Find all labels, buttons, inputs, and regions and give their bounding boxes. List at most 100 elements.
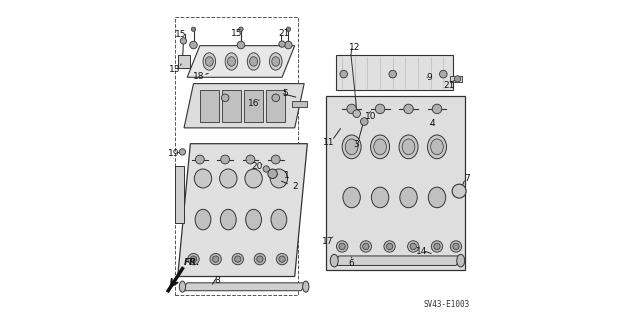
Ellipse shape bbox=[225, 53, 238, 70]
Circle shape bbox=[440, 70, 447, 78]
Circle shape bbox=[453, 243, 459, 250]
Circle shape bbox=[180, 38, 186, 44]
Ellipse shape bbox=[343, 187, 360, 208]
Circle shape bbox=[285, 41, 292, 49]
Ellipse shape bbox=[269, 53, 282, 70]
Ellipse shape bbox=[179, 281, 186, 292]
Polygon shape bbox=[184, 84, 304, 128]
Ellipse shape bbox=[205, 57, 213, 66]
Bar bbox=[244, 90, 263, 122]
Text: 5: 5 bbox=[282, 89, 288, 98]
Text: 10: 10 bbox=[365, 112, 376, 121]
Circle shape bbox=[286, 27, 291, 32]
Ellipse shape bbox=[428, 135, 447, 159]
Text: 1: 1 bbox=[284, 171, 290, 180]
Circle shape bbox=[212, 256, 219, 262]
Circle shape bbox=[340, 70, 348, 78]
Circle shape bbox=[454, 76, 461, 82]
Ellipse shape bbox=[220, 209, 236, 230]
Ellipse shape bbox=[400, 187, 417, 208]
Ellipse shape bbox=[195, 169, 212, 188]
Ellipse shape bbox=[431, 139, 444, 155]
Circle shape bbox=[271, 155, 280, 164]
Ellipse shape bbox=[246, 209, 262, 230]
Text: 19: 19 bbox=[168, 149, 180, 158]
Polygon shape bbox=[175, 166, 184, 223]
Text: 18: 18 bbox=[193, 72, 205, 81]
Ellipse shape bbox=[270, 169, 287, 188]
Circle shape bbox=[387, 243, 393, 250]
Ellipse shape bbox=[220, 169, 237, 188]
Circle shape bbox=[410, 243, 417, 250]
Polygon shape bbox=[181, 283, 307, 291]
Circle shape bbox=[360, 241, 372, 252]
Ellipse shape bbox=[428, 187, 445, 208]
Circle shape bbox=[272, 94, 280, 102]
Circle shape bbox=[434, 243, 440, 250]
Circle shape bbox=[353, 110, 360, 117]
Polygon shape bbox=[178, 144, 307, 277]
Circle shape bbox=[188, 253, 199, 265]
Circle shape bbox=[235, 256, 241, 262]
Circle shape bbox=[263, 166, 269, 172]
Circle shape bbox=[254, 253, 266, 265]
Polygon shape bbox=[450, 76, 462, 82]
Circle shape bbox=[360, 118, 368, 125]
Circle shape bbox=[237, 41, 244, 49]
Ellipse shape bbox=[272, 57, 280, 66]
Circle shape bbox=[404, 104, 413, 114]
Polygon shape bbox=[178, 55, 190, 68]
Circle shape bbox=[452, 184, 466, 198]
Circle shape bbox=[246, 155, 255, 164]
Circle shape bbox=[339, 243, 346, 250]
Text: 14: 14 bbox=[415, 247, 427, 256]
Text: 11: 11 bbox=[323, 137, 335, 147]
Circle shape bbox=[408, 241, 419, 252]
Polygon shape bbox=[326, 96, 465, 270]
Ellipse shape bbox=[342, 135, 361, 159]
Polygon shape bbox=[333, 256, 462, 265]
Polygon shape bbox=[292, 101, 307, 107]
Ellipse shape bbox=[195, 209, 211, 230]
Circle shape bbox=[375, 104, 385, 114]
Circle shape bbox=[189, 41, 197, 49]
Bar bbox=[222, 90, 241, 122]
Text: 4: 4 bbox=[429, 119, 435, 128]
Circle shape bbox=[232, 253, 243, 265]
Ellipse shape bbox=[245, 169, 262, 188]
Circle shape bbox=[210, 253, 221, 265]
Circle shape bbox=[268, 169, 277, 178]
Circle shape bbox=[221, 94, 229, 102]
Text: 17: 17 bbox=[322, 237, 333, 246]
Circle shape bbox=[179, 149, 186, 155]
Circle shape bbox=[363, 243, 369, 250]
Ellipse shape bbox=[250, 57, 257, 66]
Circle shape bbox=[191, 27, 196, 32]
Circle shape bbox=[384, 241, 396, 252]
Text: 20: 20 bbox=[251, 162, 262, 171]
Text: 12: 12 bbox=[348, 43, 360, 52]
Circle shape bbox=[451, 241, 461, 252]
Text: 2: 2 bbox=[292, 182, 298, 190]
Circle shape bbox=[347, 104, 356, 114]
Ellipse shape bbox=[457, 254, 465, 267]
Circle shape bbox=[279, 41, 285, 47]
Circle shape bbox=[257, 256, 263, 262]
Circle shape bbox=[337, 241, 348, 252]
Polygon shape bbox=[187, 46, 294, 77]
Text: SV43-E1003: SV43-E1003 bbox=[424, 300, 470, 309]
Circle shape bbox=[432, 104, 442, 114]
Circle shape bbox=[279, 256, 285, 262]
Ellipse shape bbox=[371, 187, 388, 208]
Bar bbox=[266, 90, 285, 122]
Text: 15: 15 bbox=[175, 30, 186, 39]
Text: 7: 7 bbox=[464, 174, 470, 183]
Ellipse shape bbox=[399, 135, 418, 159]
Circle shape bbox=[239, 27, 243, 32]
Text: 16: 16 bbox=[248, 99, 259, 108]
Circle shape bbox=[195, 155, 204, 164]
Ellipse shape bbox=[303, 281, 309, 292]
Text: 21: 21 bbox=[278, 28, 289, 38]
Text: 8: 8 bbox=[214, 276, 220, 285]
Ellipse shape bbox=[330, 254, 338, 267]
